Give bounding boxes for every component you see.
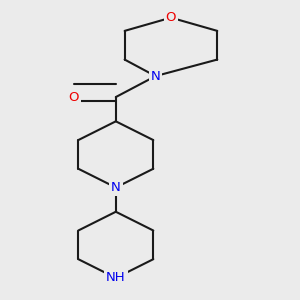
- Text: N: N: [111, 181, 121, 194]
- Text: N: N: [151, 70, 160, 83]
- Text: O: O: [69, 91, 79, 103]
- Text: NH: NH: [106, 272, 126, 284]
- Text: O: O: [166, 11, 176, 24]
